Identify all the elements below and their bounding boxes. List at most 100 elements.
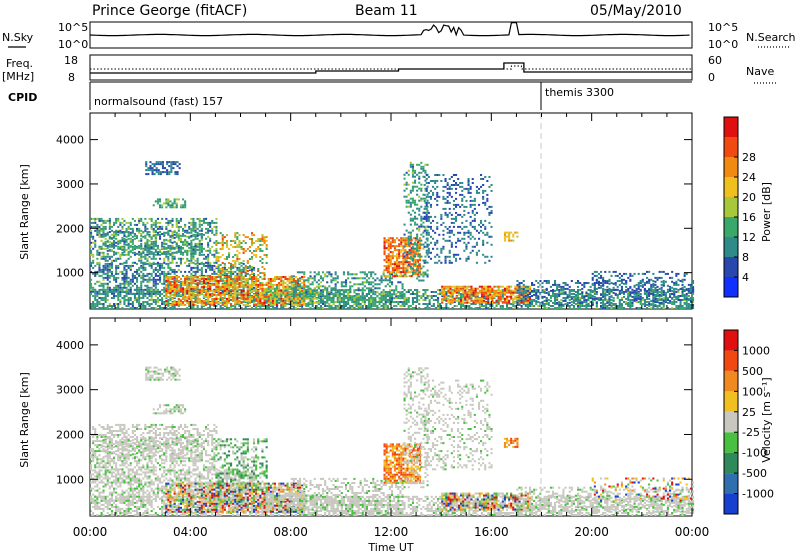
data-cell <box>398 261 400 263</box>
data-cell <box>636 299 638 301</box>
data-cell <box>268 294 270 296</box>
data-cell <box>192 276 194 278</box>
data-cell <box>155 283 157 285</box>
data-cell <box>272 307 274 309</box>
data-cell <box>374 299 376 301</box>
data-cell <box>215 230 217 232</box>
data-cell <box>418 164 420 166</box>
data-cell <box>291 297 293 299</box>
data-cell <box>400 273 402 275</box>
data-cell <box>429 301 431 303</box>
data-cell <box>151 293 153 295</box>
data-cell <box>230 284 232 286</box>
data-cell <box>284 304 286 306</box>
data-cell <box>136 289 138 291</box>
data-cell <box>426 246 428 248</box>
data-cell <box>249 284 251 286</box>
data-cell <box>399 281 401 283</box>
data-cell <box>109 256 111 258</box>
data-cell <box>460 307 462 309</box>
data-cell <box>360 299 362 301</box>
data-cell <box>400 267 402 269</box>
data-cell <box>335 279 337 281</box>
data-cell <box>381 275 383 277</box>
data-cell <box>119 295 121 297</box>
data-cell <box>274 296 276 298</box>
data-cell <box>211 246 213 248</box>
data-cell <box>201 278 203 280</box>
data-cell <box>117 289 119 291</box>
data-cell <box>186 278 188 280</box>
data-cell <box>236 280 238 282</box>
data-cell <box>390 241 392 243</box>
data-cell <box>241 248 243 250</box>
data-cell <box>416 299 418 301</box>
data-cell <box>224 236 226 238</box>
data-cell <box>343 297 345 299</box>
data-cell <box>190 298 192 300</box>
data-cell <box>389 299 391 301</box>
data-cell <box>249 288 251 290</box>
data-cell <box>190 294 192 296</box>
data-cell <box>257 290 259 292</box>
data-cell <box>502 289 504 291</box>
data-cell <box>392 275 394 277</box>
data-cell <box>383 307 385 309</box>
data-cell <box>414 200 416 202</box>
data-cell <box>364 289 366 291</box>
data-cell <box>117 246 119 248</box>
data-cell <box>381 293 383 295</box>
data-cell <box>155 281 157 283</box>
data-cell <box>134 289 136 291</box>
data-cell <box>301 271 303 273</box>
data-cell <box>394 265 396 267</box>
data-cell <box>629 307 631 309</box>
data-cell <box>418 264 420 266</box>
data-cell <box>115 271 117 273</box>
data-cell <box>126 281 128 283</box>
data-cell <box>261 236 263 238</box>
data-cell <box>94 295 96 297</box>
data-cell <box>138 301 140 303</box>
data-cell <box>107 285 109 287</box>
data-cell <box>398 255 400 257</box>
data-cell <box>98 307 100 309</box>
data-cell <box>374 273 376 275</box>
data-cell <box>142 291 144 293</box>
data-cell <box>424 206 426 208</box>
data-cell <box>351 273 353 275</box>
data-cell <box>103 303 105 305</box>
data-cell <box>182 282 184 284</box>
data-cell <box>159 307 161 309</box>
data-cell <box>556 307 558 309</box>
data-cell <box>253 273 255 275</box>
data-cell <box>103 279 105 281</box>
data-cell <box>266 254 268 256</box>
data-cell <box>136 285 138 287</box>
data-cell <box>411 263 413 265</box>
data-cell <box>218 294 220 296</box>
data-cell <box>155 267 157 269</box>
data-cell <box>163 289 165 291</box>
data-cell <box>249 266 251 268</box>
data-cell <box>165 286 167 288</box>
data-cell <box>389 273 391 275</box>
data-cell <box>588 293 590 295</box>
data-cell <box>399 297 401 299</box>
data-cell <box>264 272 266 274</box>
data-cell <box>583 305 585 307</box>
data-cell <box>418 303 420 305</box>
data-cell <box>211 278 213 280</box>
data-cell <box>426 234 428 236</box>
data-cell <box>213 294 215 296</box>
data-cell <box>581 305 583 307</box>
data-cell <box>282 276 284 278</box>
data-cell <box>388 257 390 259</box>
data-cell <box>90 226 92 228</box>
data-cell <box>688 307 690 309</box>
data-cell <box>236 298 238 300</box>
data-cell <box>238 276 240 278</box>
data-cell <box>241 280 243 282</box>
data-cell <box>207 242 209 244</box>
data-cell <box>203 222 205 224</box>
